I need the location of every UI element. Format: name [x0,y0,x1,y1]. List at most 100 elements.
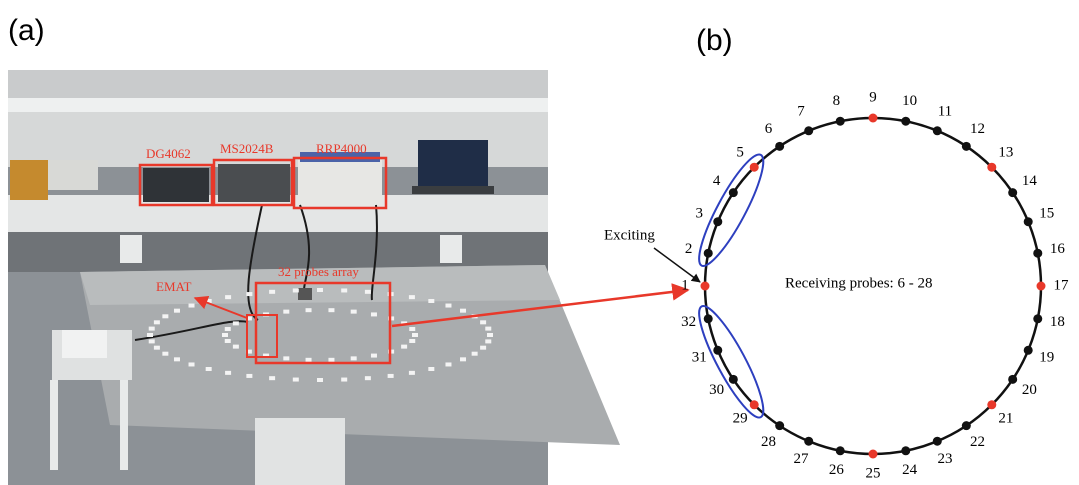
exciting-arrow [654,248,700,282]
probe-photo [409,295,415,299]
probe-dot [729,188,738,197]
probe-label: 7 [797,104,805,120]
probe-photo [246,292,252,296]
probe-label: 31 [692,349,707,365]
probe-photo [306,308,312,312]
probe-label: 5 [736,145,744,161]
probe-photo [371,354,377,358]
probe-photo [409,371,415,375]
probe-label: 18 [1050,314,1065,330]
probe-dot [987,400,996,409]
instrument-label: MS2024B [220,141,274,156]
probe-photo [328,308,334,312]
probe-photo [225,327,231,331]
probe-photo [388,374,394,378]
probe-dot [1033,314,1042,323]
probe-photo [306,358,312,362]
probe-dot [701,282,710,291]
probe-photo [147,333,153,337]
probe-dot [775,421,784,430]
probe-label: 25 [866,465,881,481]
probe-photo [233,345,239,349]
probe-dot [1037,282,1046,291]
probe-photo [460,357,466,361]
probe-photo [485,327,491,331]
photo: DG4062 MS2024B RRP4000 32 probes array E… [8,70,620,485]
probe-label: 14 [1022,173,1038,189]
probe-label: 23 [937,451,952,467]
probe-label: 19 [1039,349,1054,365]
probe-photo [154,346,160,350]
probe-photo [233,321,239,325]
probe-photo [341,378,347,382]
probe-label: 10 [902,93,917,109]
probe-label: 27 [794,451,810,467]
probe-dot [962,142,971,151]
probe-photo [409,339,415,343]
array-label: 32 probes array [278,264,359,279]
probe-dot [1033,249,1042,258]
probe-photo [409,327,415,331]
probe-photo [174,357,180,361]
probe-label: 6 [765,121,773,137]
probe-label: 16 [1050,241,1066,257]
probe-photo [225,339,231,343]
probe-dot [962,421,971,430]
probe-photo [317,378,323,382]
figure: (a) (b) DG4062 MS2024B [0,0,1079,485]
probe-photo [428,367,434,371]
probe-dot [933,437,942,446]
probe-photo [162,352,168,356]
probe-photo [480,320,486,324]
probe-label: 22 [970,434,985,450]
probe-label: 12 [970,121,985,137]
probe-label: 17 [1054,277,1070,293]
probe-label: 2 [685,241,693,257]
probe-label: 32 [681,314,696,330]
instrument-label: RRP4000 [316,141,367,156]
probe-photo [472,352,478,356]
probe-label: 15 [1039,205,1054,221]
probe-photo [401,345,407,349]
probe-dot [1024,346,1033,355]
probe-photo [269,376,275,380]
panel-label: (b) [696,24,733,57]
probe-dot [933,126,942,135]
probe-photo [174,309,180,313]
probe-photo [269,290,275,294]
probe-dot [1024,217,1033,226]
probe-photo [189,304,195,308]
probe-label: 3 [696,205,704,221]
probe-dot [869,114,878,123]
probe-photo [485,339,491,343]
probe-photo [445,362,451,366]
probe-photo [341,288,347,292]
instrument-label: DG4062 [146,146,191,161]
probe-dot [987,163,996,172]
probe-photo [317,288,323,292]
probe-photo [283,310,289,314]
probe-photo [293,288,299,292]
probe-photo [162,314,168,318]
exciting-label: Exciting [604,227,655,243]
probe-photo [189,362,195,366]
probe-photo [487,333,493,337]
probe-photo [283,356,289,360]
probe-photo [428,299,434,303]
probe-photo [206,367,212,371]
probe-label: 26 [829,462,845,478]
probe-dot [713,217,722,226]
probe-photo [480,346,486,350]
probe-dot [901,446,910,455]
probe-label: 21 [998,410,1013,426]
probe-dot [869,450,878,459]
probe-dot [836,446,845,455]
probe-label: 30 [709,382,724,398]
probe-photo [293,378,299,382]
probe-photo [149,339,155,343]
probe-photo [371,312,377,316]
probe-photo [445,304,451,308]
probe-label: 20 [1022,382,1037,398]
probe-label: 13 [998,145,1013,161]
probe-dot [750,400,759,409]
